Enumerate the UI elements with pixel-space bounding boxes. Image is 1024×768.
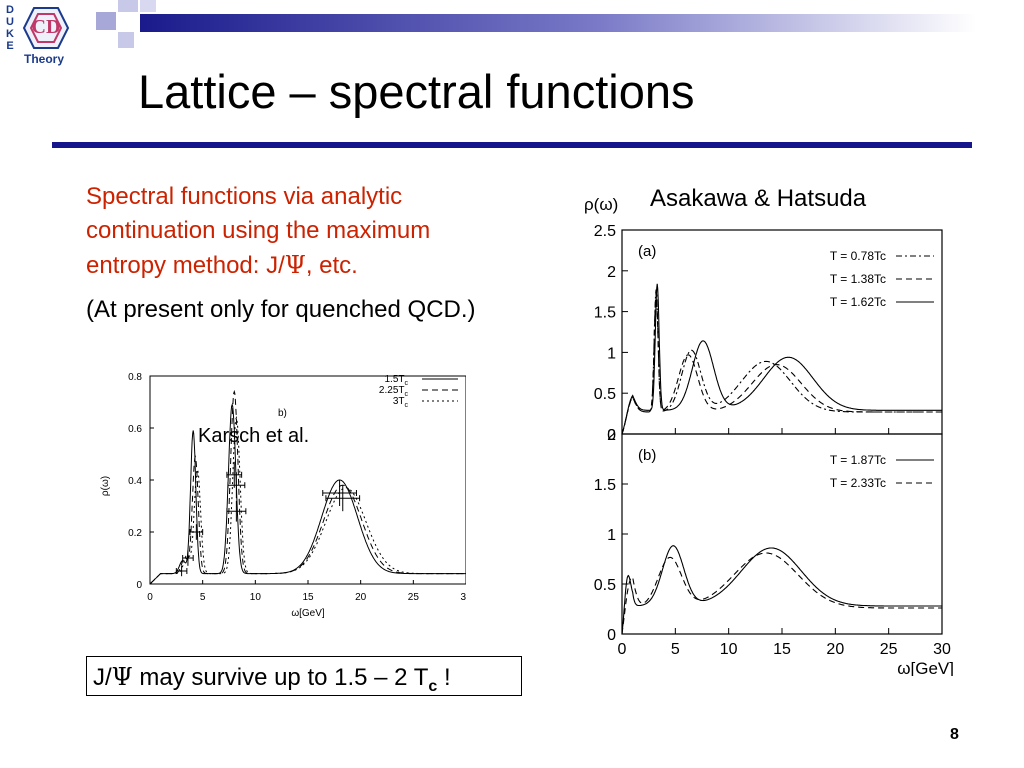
karsch-annotation: Karsch et al.: [198, 425, 309, 447]
karsch-legend-label: 1.5Tc: [384, 374, 408, 387]
asakawa-series-line: [621, 552, 942, 635]
karsch-series-line: [149, 416, 466, 585]
header-decoration: [96, 0, 976, 48]
karsch-ylabel: ρ(ω): [100, 476, 111, 496]
asakawa-frame: [621, 229, 943, 435]
karsch-chart: 0 5 10 15 20 25 30 0 0.2 0.4 0.6 0.8 ω[GeV] ρ(ω) b) Kar…: [100, 372, 466, 619]
asakawa-ytick-label: 1: [607, 345, 616, 362]
text-line-3-psi: Ψ: [284, 251, 306, 279]
text-line-1: Spectral functions via analytic: [86, 183, 403, 210]
karsch-legend-label: 2.25Tc: [379, 385, 409, 398]
asakawa-xtick-label: 25: [880, 641, 898, 658]
asakawa-ytick-label: 0.5: [594, 577, 616, 594]
asakawa-ytick-label: 0.5: [594, 386, 616, 403]
asakawa-legend-label: T = 2.33Tc: [830, 476, 886, 490]
survive-sub: c: [428, 677, 438, 695]
karsch-xtick-label: 0: [147, 592, 153, 603]
slide-title: Lattice – spectral functions: [138, 65, 695, 118]
duke-theory-logo: D U K E CD Theory: [4, 4, 76, 68]
asakawa-series-line: [621, 293, 942, 435]
asakawa-series-line: [621, 283, 942, 435]
asakawa-series-line: [621, 545, 942, 635]
spectral-functions-text: Spectral functions via analytic continua…: [86, 180, 526, 283]
karsch-ytick-label: 0.4: [128, 476, 142, 487]
asakawa-ytick-label: 0: [607, 627, 616, 644]
asakawa-frame: [621, 433, 943, 635]
text-line-3: entropy method: J/Ψ, etc.: [86, 248, 526, 283]
asakawa-ytick-label: 1.5: [594, 305, 616, 322]
karsch-xtick-label: 5: [200, 592, 206, 603]
asakawa-xtick-label: 30: [933, 641, 951, 658]
survive-b: may survive up to 1.5 – 2 T: [132, 664, 429, 691]
asakawa-panel-a: 0 0.5 1 1.5 2 2.5 (a) T = 0.78Tc T = 1.38Tc T = 1…: [594, 223, 943, 444]
quenched-note: (At present only for quenched QCD.): [86, 296, 476, 323]
survival-callout: J/Ψ may survive up to 1.5 – 2 Tc !: [86, 656, 522, 696]
asakawa-ytick-label: 1: [607, 527, 616, 544]
asakawa-panel-label: (b): [638, 447, 656, 464]
asakawa-legend-label: T = 1.62Tc: [830, 295, 886, 309]
karsch-ytick-label: 0.6: [128, 424, 142, 435]
asakawa-chart: ρ(ω) Asakawa & Hatsuda 0 0.5 1 1.5 2 2.5 (a) T = …: [584, 185, 954, 676]
karsch-panel-label: b): [278, 408, 287, 419]
title-rule: [52, 142, 972, 148]
text-line-3-a: entropy method: J/: [86, 252, 285, 279]
asakawa-xlabel: ω[GeV]: [897, 659, 954, 676]
karsch-xtick-label: 30: [460, 592, 466, 603]
survive-c: !: [437, 664, 451, 691]
karsch-series-line: [149, 389, 466, 585]
asakawa-ytick-label: 2: [607, 264, 616, 281]
asakawa-legend-label: T = 1.87Tc: [830, 453, 886, 467]
logo-letter-u: U: [6, 16, 14, 28]
asakawa-panel-b: 0 0.5 1 1.5 2 (b) T = 1.87Tc T = 2.33Tc: [594, 427, 943, 644]
logo-letter-k: K: [6, 28, 14, 40]
karsch-xtick-label: 15: [302, 592, 314, 603]
karsch-xtick-label: 25: [408, 592, 420, 603]
karsch-ytick-label: 0.2: [128, 528, 142, 539]
survive-psi: Ψ: [111, 663, 133, 691]
asakawa-xtick-label: 5: [671, 641, 680, 658]
karsch-xtick-label: 10: [250, 592, 262, 603]
logo-letter-d: D: [6, 4, 14, 16]
asakawa-ytick-label: 0: [607, 427, 616, 444]
karsch-xtick-label: 20: [355, 592, 367, 603]
karsch-ytick-label: 0: [136, 580, 142, 591]
asakawa-xtick-label: 10: [720, 641, 738, 658]
logo-mark: CD: [31, 16, 61, 38]
asakawa-xtick-label: 0: [618, 641, 627, 658]
karsch-legend-label: 3Tc: [393, 396, 409, 409]
asakawa-panel-label: (a): [638, 243, 656, 260]
asakawa-xtick-label: 20: [826, 641, 844, 658]
asakawa-ytick-label: 2: [607, 427, 616, 444]
asakawa-series-line: [621, 289, 942, 435]
text-line-2: continuation using the maximum: [86, 217, 431, 244]
karsch-plot: 0 5 10 15 20 25 30 0 0.2 0.4 0.6 0.8 ω[GeV] ρ(ω) b) Kar…: [100, 372, 466, 619]
page-number: 8: [950, 726, 959, 743]
asakawa-ylabel: ρ(ω): [584, 195, 618, 214]
asakawa-title: Asakawa & Hatsuda: [650, 185, 867, 212]
logo-sub: Theory: [24, 52, 65, 66]
text-line-3-b: , etc.: [305, 252, 358, 279]
logo-letter-e: E: [6, 40, 14, 52]
asakawa-ytick-label: 1.5: [594, 477, 616, 494]
karsch-xlabel: ω[GeV]: [291, 608, 325, 619]
asakawa-xtick-label: 15: [773, 641, 791, 658]
asakawa-ytick-label: 2.5: [594, 223, 616, 240]
logo-hexagon-icon: CD: [22, 6, 70, 50]
asakawa-legend-label: T = 1.38Tc: [830, 272, 886, 286]
survive-a: J/: [93, 664, 112, 691]
asakawa-legend-label: T = 0.78Tc: [830, 249, 886, 263]
karsch-ytick-label: 0.8: [128, 372, 142, 383]
